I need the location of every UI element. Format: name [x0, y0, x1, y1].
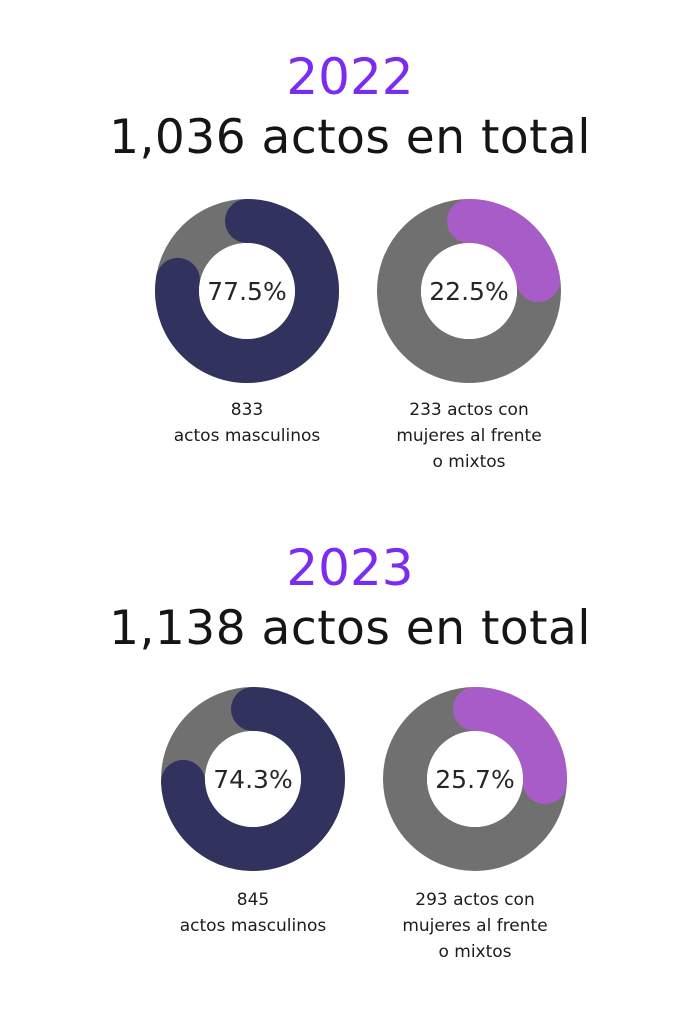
percent-label: 25.7% — [435, 764, 515, 794]
caption-line: actos masculinos — [173, 426, 321, 446]
donut-hole — [421, 243, 517, 339]
donut-value-arc — [383, 687, 567, 871]
caption-2023-masculinos: 845 actos masculinos — [133, 887, 373, 939]
caption-2022-mujeres: 233 actos con mujeres al frente o mixtos — [349, 397, 589, 475]
caption-line: 845 — [236, 890, 270, 910]
donut-chart-2023-mujeres: 25.7% — [380, 684, 570, 874]
caption-line: mujeres al frente — [396, 426, 542, 446]
year-title-2023: 2023 — [286, 539, 414, 597]
total-title-2022: 1,036 actos en total — [109, 110, 591, 165]
caption-line: actos masculinos — [179, 916, 327, 936]
donut-hole — [205, 731, 301, 827]
caption-line: 233 actos con — [409, 400, 529, 420]
year-title-2022: 2022 — [286, 48, 414, 106]
donut-chart-2022-mujeres: 22.5% — [374, 196, 564, 386]
caption-line: 833 — [230, 400, 264, 420]
donut-value-arc — [377, 199, 561, 383]
donut-chart-2023-masculinos: 74.3% — [158, 684, 348, 874]
percent-label: 77.5% — [207, 276, 287, 306]
donut-value-arc — [155, 199, 339, 383]
donut-chart-2022-masculinos: 77.5% — [152, 196, 342, 386]
caption-2022-masculinos: 833 actos masculinos — [127, 397, 367, 449]
donut-hole — [199, 243, 295, 339]
caption-2023-mujeres: 293 actos con mujeres al frente o mixtos — [355, 887, 595, 965]
percent-label: 74.3% — [213, 764, 293, 794]
caption-line: o mixtos — [438, 942, 512, 962]
donut-value-arc — [161, 687, 345, 871]
donut-hole — [427, 731, 523, 827]
caption-line: 293 actos con — [415, 890, 535, 910]
caption-line: o mixtos — [432, 452, 506, 472]
total-title-2023: 1,138 actos en total — [109, 601, 591, 656]
percent-label: 22.5% — [429, 276, 509, 306]
caption-line: mujeres al frente — [402, 916, 548, 936]
